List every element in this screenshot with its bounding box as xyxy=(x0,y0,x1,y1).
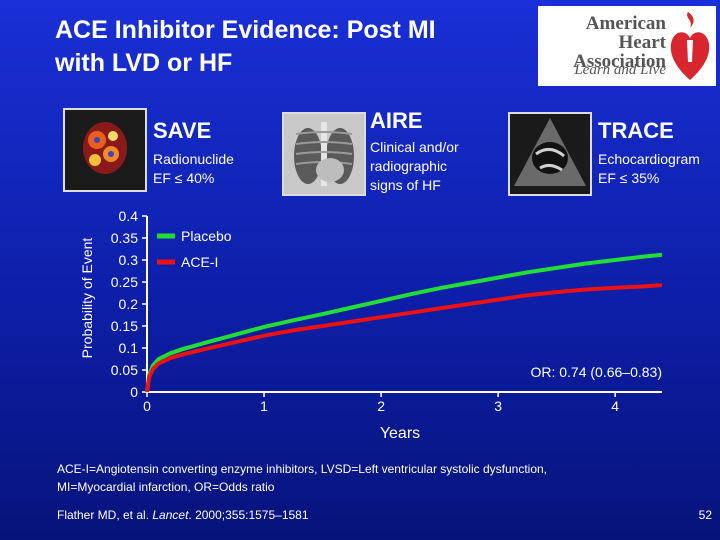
aha-logo: American Heart Association Learn and Liv… xyxy=(538,6,716,86)
save-radionuclide-image xyxy=(63,108,147,192)
x-tick-label: 3 xyxy=(494,398,502,414)
y-tick-label: 0.2 xyxy=(119,296,139,312)
trial-aire-desc: Clinical and/or radiographic signs of HF xyxy=(370,138,459,195)
trial-trace-desc-line2: EF ≤ 35% xyxy=(598,170,660,186)
y-tick-label: 0.15 xyxy=(111,318,138,334)
slide-title: ACE Inhibitor Evidence: Post MI with LVD… xyxy=(55,14,525,80)
trial-aire-desc-line2: radiographic xyxy=(370,158,448,174)
trial-save-desc: Radionuclide EF ≤ 40% xyxy=(153,150,234,188)
slide-title-line2: with LVD or HF xyxy=(55,49,233,77)
y-tick-label: 0.35 xyxy=(111,230,138,246)
aire-xray-image xyxy=(282,112,366,196)
citation-details: . 2000;355:1575–1581 xyxy=(188,508,309,522)
heart-torch-icon xyxy=(670,12,710,80)
trial-trace: TRACE Echocardiogram EF ≤ 35% xyxy=(598,118,700,188)
x-tick-label: 2 xyxy=(377,398,385,414)
trial-save-desc-line2: EF ≤ 40% xyxy=(153,170,215,186)
x-tick-label: 0 xyxy=(143,398,151,414)
y-tick-label: 0.05 xyxy=(111,362,138,378)
chart-legend: Placebo ACE-I xyxy=(157,228,232,270)
y-tick-label: 0 xyxy=(130,384,138,400)
x-tick-label: 4 xyxy=(611,398,619,414)
footnote-line2: MI=Myocardial infarction, OR=Odds ratio xyxy=(57,480,275,494)
legend-label: Placebo xyxy=(181,228,232,244)
trial-aire-desc-line3: signs of HF xyxy=(370,177,441,193)
citation-journal: Lancet xyxy=(152,508,189,522)
trial-aire-name: AIRE xyxy=(370,108,423,133)
logo-org-name: American Heart Association xyxy=(542,14,666,71)
trial-save: SAVE Radionuclide EF ≤ 40% xyxy=(153,118,234,188)
trial-save-desc-line1: Radionuclide xyxy=(153,151,234,167)
trial-trace-desc: Echocardiogram EF ≤ 35% xyxy=(598,150,700,188)
abbreviation-footnote: ACE-I=Angiotensin converting enzyme inhi… xyxy=(57,460,697,496)
trial-aire: AIRE Clinical and/or radiographic signs … xyxy=(370,108,459,195)
logo-org-line1: American Heart xyxy=(585,13,666,53)
chart-series xyxy=(145,252,663,393)
citation-authors: Flather MD, et al. xyxy=(57,508,153,522)
footnote-line1: ACE-I=Angiotensin converting enzyme inhi… xyxy=(57,462,548,476)
x-axis-label: Years xyxy=(380,425,420,442)
trace-echocardiogram-image xyxy=(508,112,592,196)
chart-ticks: 0 0.05 0.1 0.15 0.2 0.25 0.3 0.35 0.4 0 1 2 3 4 xyxy=(111,208,620,414)
logo-org-line2: Association xyxy=(573,51,666,72)
trial-aire-desc-line1: Clinical and/or xyxy=(370,139,459,155)
trial-trace-name: TRACE xyxy=(598,118,674,143)
y-tick-label: 0.25 xyxy=(111,274,138,290)
series-line-placebo xyxy=(145,252,663,393)
logo-tagline: Learn and Live xyxy=(574,62,666,78)
x-tick-label: 1 xyxy=(260,398,268,414)
y-tick-label: 0.1 xyxy=(119,340,139,356)
odds-ratio-annotation: OR: 0.74 (0.66–0.83) xyxy=(530,364,662,380)
series-line-ace-i xyxy=(145,283,663,393)
trial-save-name: SAVE xyxy=(153,118,212,143)
citation: Flather MD, et al. Lancet. 2000;355:1575… xyxy=(57,508,309,522)
slide-title-line1: ACE Inhibitor Evidence: Post MI xyxy=(55,16,436,44)
legend-label: ACE-I xyxy=(181,254,218,270)
page-number: 52 xyxy=(698,508,712,522)
y-tick-label: 0.4 xyxy=(119,208,139,224)
trial-trace-desc-line1: Echocardiogram xyxy=(598,151,700,167)
y-tick-label: 0.3 xyxy=(119,252,139,268)
